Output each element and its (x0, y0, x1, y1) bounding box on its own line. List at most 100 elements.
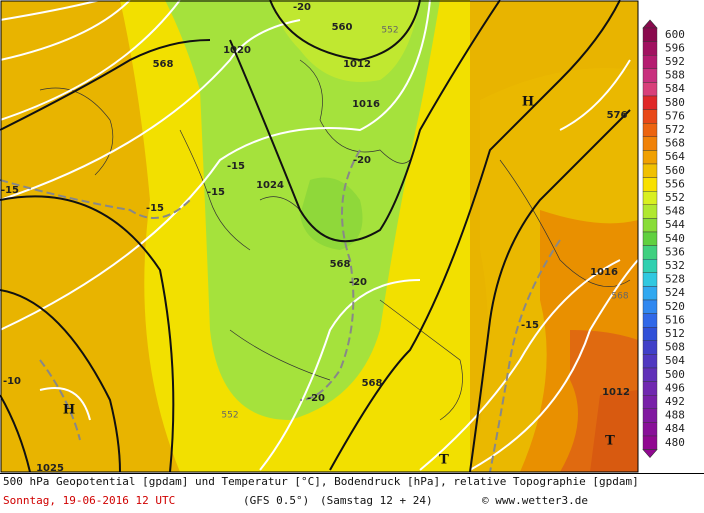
contour-label: 568 (362, 378, 383, 389)
pressure-center: T (605, 434, 615, 449)
legend-label: 520 (665, 300, 685, 313)
legend-swatch (642, 259, 658, 274)
legend-swatch (642, 367, 658, 382)
map-area (0, 0, 639, 473)
legend-swatch (642, 272, 658, 287)
legend-swatch (642, 313, 658, 328)
legend-label: 532 (665, 259, 685, 272)
legend-swatch (642, 95, 658, 110)
legend-swatch (642, 27, 658, 42)
contour-label: 1012 (343, 59, 371, 70)
contour-label: 1016 (590, 267, 618, 278)
contour-label: -20 (353, 155, 371, 166)
legend-swatch (642, 122, 658, 137)
legend-label: 536 (665, 245, 685, 258)
contour-label: 568 (611, 292, 628, 302)
footer-run: (Samstag 12 + 24) (320, 494, 433, 507)
legend-label: 508 (665, 341, 685, 354)
contour-label: 552 (381, 26, 398, 36)
legend-label: 556 (665, 177, 685, 190)
legend-swatch (642, 190, 658, 205)
contour-label: 568 (330, 259, 351, 270)
legend-swatch (642, 245, 658, 260)
contour-label: -15 (521, 320, 539, 331)
legend-label: 524 (665, 286, 685, 299)
legend-label: 492 (665, 395, 685, 408)
contour-label: 1025 (36, 463, 64, 474)
legend-label: 560 (665, 164, 685, 177)
contour-label: -15 (207, 187, 225, 198)
legend-label: 572 (665, 123, 685, 136)
map-labels: 568 1020 560 552 -20 1012 1016 -20 1024 … (1, 2, 630, 474)
contour-label: 568 (153, 59, 174, 70)
legend-label: 584 (665, 82, 685, 95)
legend-swatch (642, 163, 658, 178)
legend-swatch (642, 299, 658, 314)
legend-label: 564 (665, 150, 685, 163)
legend-swatch (642, 286, 658, 301)
pressure-center: H (522, 95, 534, 110)
legend-swatch (642, 177, 658, 192)
legend-swatch (642, 150, 658, 165)
footer-date: Sonntag, 19-06-2016 12 UTC (3, 494, 175, 507)
legend-swatch (642, 231, 658, 246)
legend-label: 552 (665, 191, 685, 204)
contour-label: -15 (1, 185, 19, 196)
legend-label: 544 (665, 218, 685, 231)
legend-label: 568 (665, 137, 685, 150)
legend-label: 580 (665, 96, 685, 109)
legend-label: 576 (665, 109, 685, 122)
contour-label: 576 (607, 110, 628, 121)
legend-label: 496 (665, 381, 685, 394)
contour-label: 1016 (352, 99, 380, 110)
legend-swatch (642, 109, 658, 124)
legend-arrow (642, 19, 658, 29)
legend-swatch (642, 136, 658, 151)
legend-swatch (642, 218, 658, 233)
contour-label: 1020 (223, 45, 251, 56)
legend-label: 480 (665, 436, 685, 449)
legend-label: 484 (665, 422, 685, 435)
legend-swatch (642, 68, 658, 83)
legend-swatch (642, 41, 658, 56)
legend-label: 540 (665, 232, 685, 245)
contour-label: -20 (307, 393, 325, 404)
footer-model: (GFS 0.5°) (243, 494, 309, 507)
legend-swatch (642, 435, 658, 450)
legend-label: 504 (665, 354, 685, 367)
legend-swatch (642, 408, 658, 423)
legend-label: 600 (665, 28, 685, 41)
contour-label: -20 (293, 2, 311, 13)
legend-label: 588 (665, 69, 685, 82)
contour-label: 560 (332, 22, 353, 33)
contour-label: 1024 (256, 180, 284, 191)
contour-label: -15 (227, 161, 245, 172)
legend-label: 596 (665, 41, 685, 54)
legend-label: 516 (665, 313, 685, 326)
legend-swatch (642, 340, 658, 355)
legend-swatch (642, 381, 658, 396)
color-legend: 6005965925885845805765725685645605565525… (642, 19, 685, 459)
legend-label: 592 (665, 55, 685, 68)
contour-label: 552 (221, 411, 238, 421)
legend-label: 512 (665, 327, 685, 340)
contour-label: -15 (146, 203, 164, 214)
legend-swatch (642, 82, 658, 97)
legend-arrow (642, 449, 658, 459)
legend-swatch (642, 422, 658, 437)
pressure-center: H (63, 403, 75, 418)
legend-swatch (642, 204, 658, 219)
legend-swatch (642, 327, 658, 342)
legend-label: 548 (665, 205, 685, 218)
legend-swatch (642, 55, 658, 70)
legend-label: 488 (665, 409, 685, 422)
contour-label: -20 (349, 277, 367, 288)
legend-swatch (642, 395, 658, 410)
contour-label: -10 (3, 376, 21, 387)
legend-label: 528 (665, 273, 685, 286)
pressure-center: T (439, 453, 449, 468)
contour-label: 1012 (602, 387, 630, 398)
footer-copyright: © www.wetter3.de (482, 494, 588, 507)
